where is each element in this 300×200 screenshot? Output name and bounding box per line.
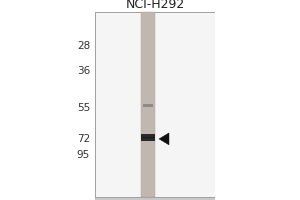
Bar — [141, 137, 155, 141]
Bar — [143, 104, 153, 107]
Text: 28: 28 — [77, 41, 90, 51]
Polygon shape — [159, 133, 169, 145]
Text: NCI-H292: NCI-H292 — [125, 0, 184, 11]
Bar — [0, 0, 95, 200]
Text: 36: 36 — [77, 66, 90, 76]
Bar — [141, 134, 155, 138]
Bar — [95, 12, 215, 197]
Text: 72: 72 — [77, 134, 90, 144]
Bar — [215, 0, 300, 200]
Text: 95: 95 — [77, 150, 90, 160]
Bar — [0, 0, 300, 12]
Text: 55: 55 — [77, 103, 90, 113]
Bar — [141, 12, 155, 197]
